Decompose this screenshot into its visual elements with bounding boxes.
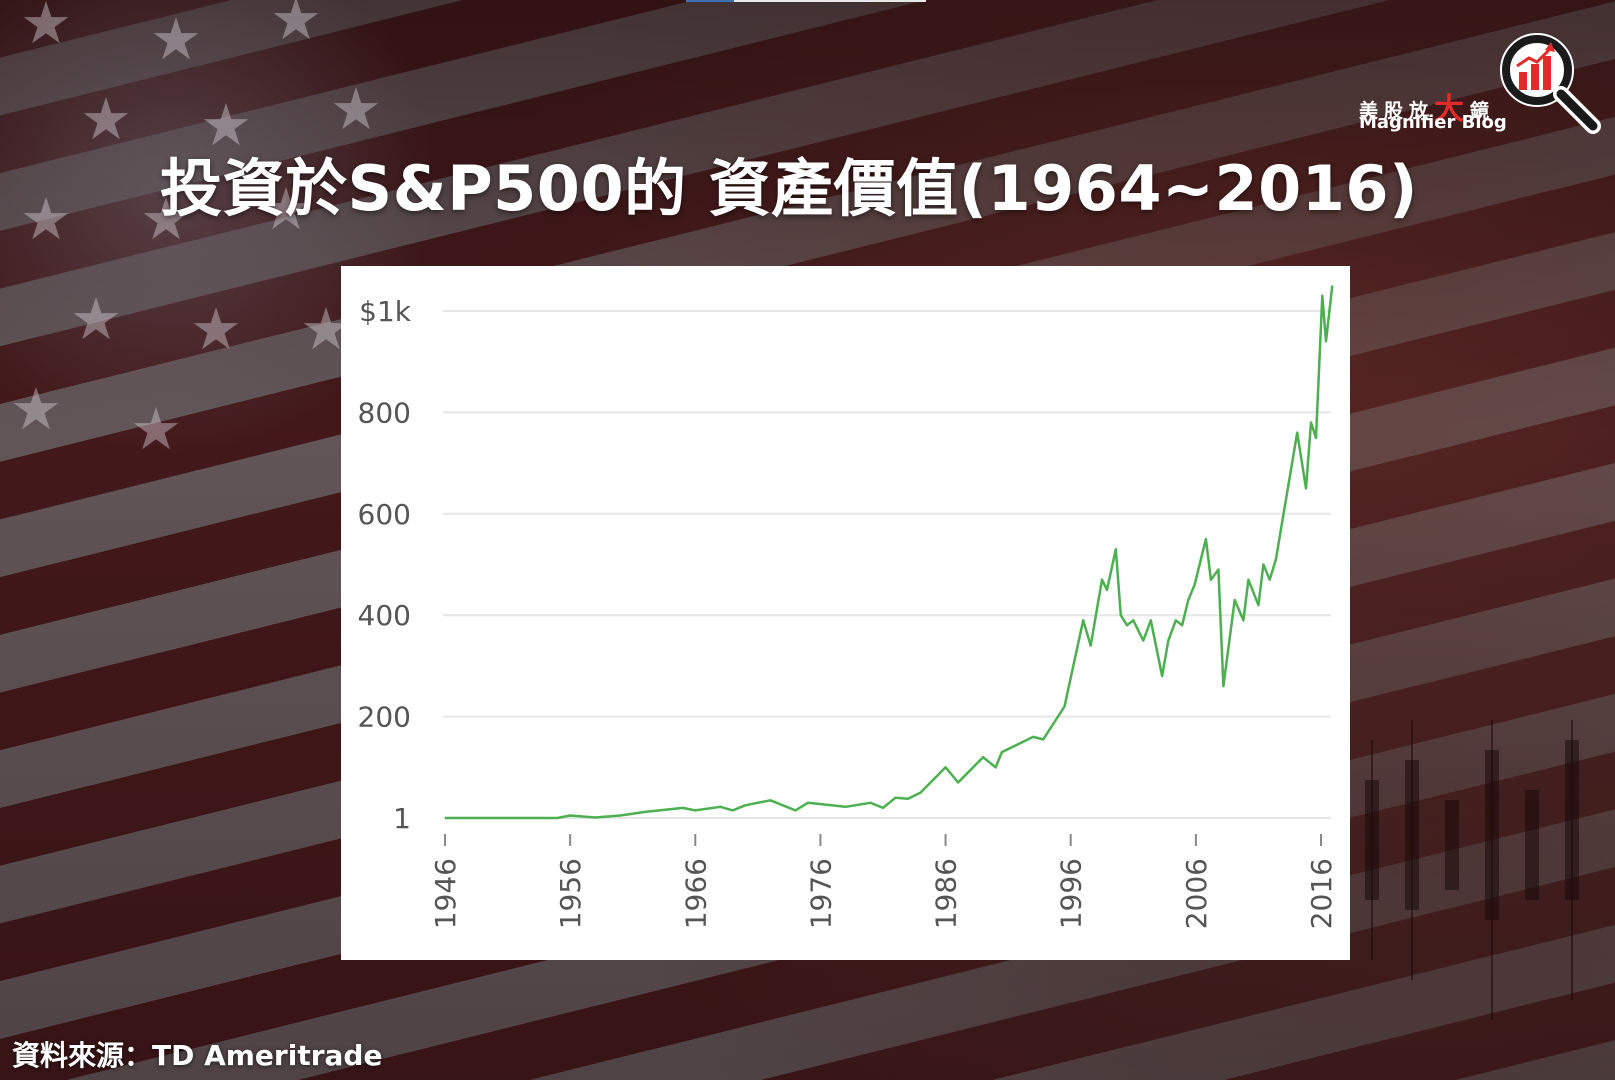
flag-star-icon: ★: [140, 185, 192, 253]
source-caption: 資料來源：TD Ameritrade: [12, 1039, 383, 1072]
flag-star-icon: ★: [270, 0, 322, 53]
flag-star-icon: ★: [260, 175, 312, 243]
flag-star-icon: ★: [200, 91, 252, 159]
brand-logo: 美股放大鏡 Magnifier Blog: [1355, 26, 1605, 136]
y-tick-label: 1: [393, 802, 411, 835]
flag-star-icon: ★: [190, 295, 242, 363]
y-tick-label: 200: [358, 701, 411, 734]
x-tick-label: 2006: [1180, 858, 1213, 929]
x-tick-label: 2016: [1305, 858, 1338, 929]
y-tick-label: $1k: [359, 295, 412, 328]
line-chart: 1 200 400 600 800 $1k 1946 1956 1966 1976 1986 1996…: [358, 285, 1338, 929]
y-tick-label: 400: [358, 599, 411, 632]
logo-english-text: Magnifier Blog: [1359, 112, 1507, 133]
x-tick-label: 1986: [930, 858, 963, 929]
logo-chinese-text: 美股放大鏡: [1359, 82, 1496, 127]
x-tick-label: 1996: [1055, 858, 1088, 929]
logo-chinese-prefix: 美股放: [1359, 100, 1435, 122]
flag-star-icon: ★: [150, 5, 202, 73]
magnifier-bar-chart-icon: [1500, 33, 1601, 134]
flag-star-icon: ★: [10, 375, 62, 443]
logo-chinese-big: 大: [1434, 92, 1471, 127]
x-tick-label: 1966: [679, 858, 712, 929]
series-line: [445, 285, 1334, 820]
flag-star-icon: ★: [20, 185, 72, 253]
chart-panel: 1 200 400 600 800 $1k 1946 1956 1966 1976 1986 1996…: [341, 266, 1350, 960]
flag-canton: ★ ★ ★ ★ ★ ★ ★ ★ ★ ★ ★ ★ ★ ★: [0, 0, 430, 470]
flag-star-icon: ★: [80, 85, 132, 153]
x-tick-label: 1976: [804, 858, 837, 929]
logo-chinese-suffix: 鏡: [1470, 100, 1496, 122]
x-tick-label: 1956: [554, 858, 587, 929]
y-tick-label: 800: [358, 396, 411, 429]
slide-title: 投資於S&P500的 資產價值(1964~2016): [160, 152, 1418, 225]
flag-star-icon: ★: [20, 0, 72, 57]
top-progress-bar: [686, 0, 926, 2]
y-tick-label: 600: [358, 498, 411, 531]
flag-star-icon: ★: [330, 75, 382, 143]
background-candlesticks: [1345, 720, 1615, 1080]
top-progress-accent: [686, 0, 734, 2]
flag-star-icon: ★: [70, 285, 122, 353]
flag-star-icon: ★: [130, 395, 182, 463]
x-tick-label: 1946: [429, 858, 462, 929]
